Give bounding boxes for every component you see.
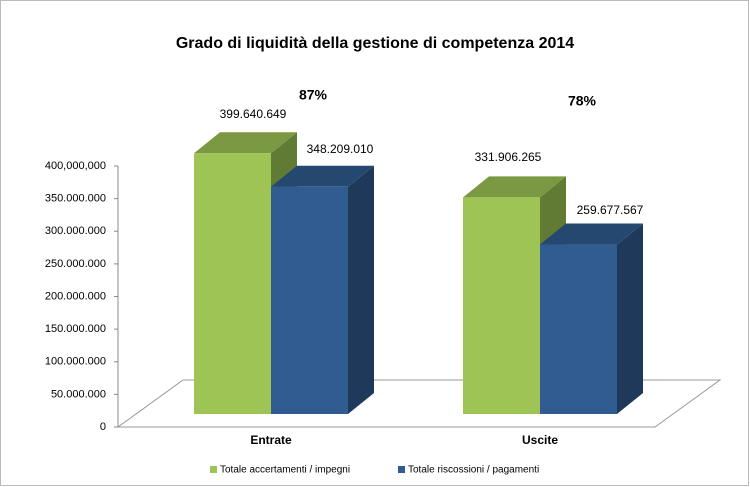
- y-tick-label: 200.000.000: [45, 290, 106, 302]
- bar: [194, 153, 271, 414]
- y-tick-label: 250.000.000: [45, 258, 106, 270]
- annotation: 87%: [299, 87, 328, 103]
- chart-title: Grado di liquidità della gestione di com…: [176, 35, 574, 52]
- legend-swatch: [210, 466, 217, 473]
- y-tick-label: 300.000.000: [45, 225, 106, 237]
- x-tick-label: Uscite: [522, 433, 558, 447]
- data-label: 259.677.567: [577, 203, 644, 217]
- data-label: 331.906.265: [475, 150, 542, 164]
- bar-top: [540, 223, 643, 245]
- data-label: 399.640.649: [220, 107, 287, 121]
- bar: [271, 186, 348, 414]
- bar-side: [617, 223, 643, 414]
- bar-top: [194, 132, 297, 154]
- legend-label: Totale riscossioni / pagamenti: [408, 465, 539, 476]
- bar: [540, 244, 617, 414]
- y-tick-label: 150.000.000: [45, 323, 106, 335]
- y-tick-label: 50.000.000: [51, 388, 106, 400]
- y-tick-label: 350.000.000: [45, 193, 106, 205]
- y-tick-label: 0: [100, 421, 106, 433]
- bar-top: [271, 165, 374, 187]
- y-tick-label: 100.000.000: [45, 356, 106, 368]
- annotation: 78%: [568, 93, 597, 109]
- data-label: 348.209.010: [307, 142, 374, 156]
- bar-side: [348, 165, 374, 414]
- bar: [463, 197, 540, 414]
- legend-swatch: [398, 466, 405, 473]
- bar-top: [463, 176, 566, 198]
- legend-label: Totale accertamenti / impegni: [220, 465, 350, 476]
- x-tick-label: Entrate: [250, 433, 292, 447]
- y-tick-label: 400,000,000: [45, 160, 106, 172]
